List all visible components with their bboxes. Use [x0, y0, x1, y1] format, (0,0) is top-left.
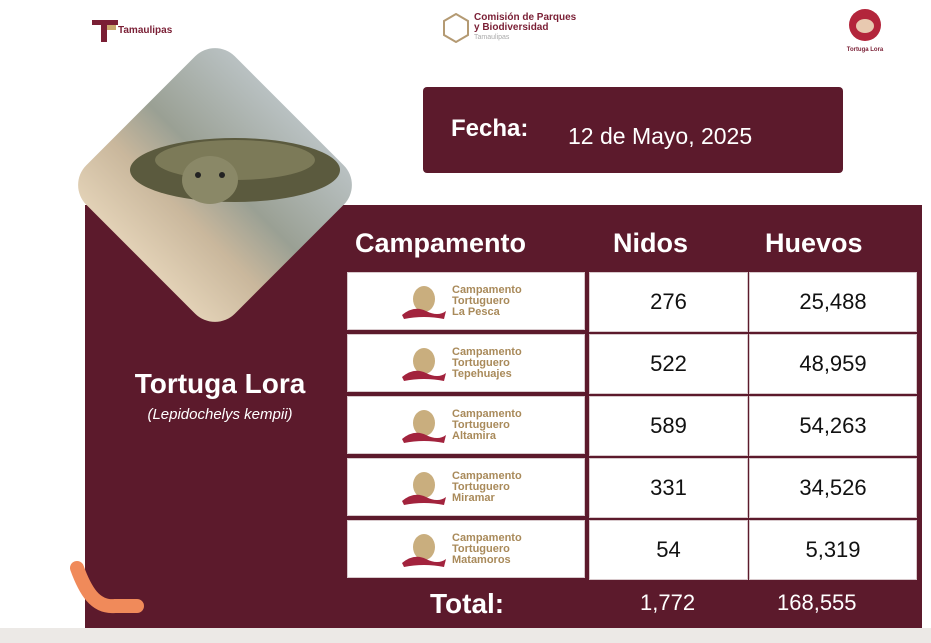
- turtle-illustration: [130, 138, 340, 204]
- total-label: Total:: [430, 588, 505, 619]
- species-block: Tortuga Lora (Lepidochelys kempii): [100, 368, 340, 423]
- table-cell-huevos: 34,526: [749, 458, 917, 518]
- table-cell-nidos: 54: [589, 520, 748, 580]
- total-nidos: 1,772: [640, 590, 696, 615]
- table-cell-nidos: 522: [589, 334, 748, 394]
- parques-logo: Comisión de Parques y Biodiversidad Tama…: [443, 13, 576, 43]
- table-row-campamento: Campamento Tortuguero Altamira: [347, 396, 585, 454]
- tamaulipas-t-icon: [92, 20, 118, 42]
- date-box: Fecha: 12 de Mayo, 2025: [423, 87, 843, 173]
- table-row-campamento: Campamento Tortuguero Matamoros: [347, 520, 585, 578]
- parques-emblem-icon: [443, 13, 469, 43]
- table-row-campamento: Campamento Tortuguero Miramar: [347, 458, 585, 516]
- header-campamento: Campamento: [355, 228, 527, 258]
- bottom-strip: [0, 628, 931, 643]
- table-cell-nidos: 276: [589, 272, 748, 332]
- campamento-turtle-logo-icon: [402, 410, 446, 443]
- table-cell-huevos: 25,488: [749, 272, 917, 332]
- table-cell-nidos: 331: [589, 458, 748, 518]
- tamaulipas-logo: Tamaulipas: [92, 18, 172, 42]
- total-huevos: 168,555: [777, 590, 857, 615]
- table-row-campamento: Campamento Tortuguero La Pesca: [347, 272, 585, 330]
- campamento-turtle-logo-icon: [402, 472, 446, 505]
- campamento-turtle-logo-icon: [402, 534, 446, 567]
- species-scientific-name: (Lepidochelys kempii): [147, 406, 293, 423]
- table-cell-huevos: 5,319: [749, 520, 917, 580]
- table-cell-huevos: 48,959: [749, 334, 917, 394]
- campamento-turtle-logo-icon: [402, 286, 446, 319]
- header-huevos: Huevos: [765, 228, 863, 258]
- table-row-campamento: Campamento Tortuguero Tepehuajes: [347, 334, 585, 392]
- header-nidos: Nidos: [613, 228, 689, 258]
- date-value: 12 de Mayo, 2025: [568, 123, 753, 149]
- date-label: Fecha:: [451, 115, 529, 142]
- orange-annotation-stroke: [70, 561, 144, 614]
- campamento-turtle-logo-icon: [402, 348, 446, 381]
- turtle-seal-icon: [849, 9, 881, 41]
- table-cell-huevos: 54,263: [749, 396, 917, 456]
- tortuga-lora-logo: Tortuga Lora: [845, 8, 885, 53]
- table-cell-nidos: 589: [589, 396, 748, 456]
- species-name: Tortuga Lora: [134, 368, 306, 399]
